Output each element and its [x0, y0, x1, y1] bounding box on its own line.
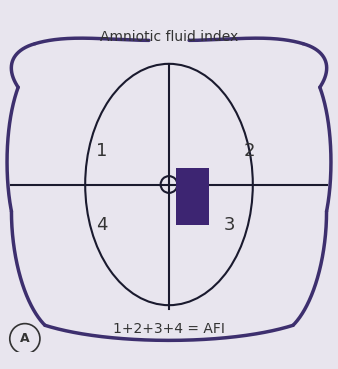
Text: 4: 4	[96, 216, 108, 234]
Text: 1+2+3+4 = AFI: 1+2+3+4 = AFI	[113, 322, 225, 336]
Text: 1: 1	[96, 142, 107, 160]
Bar	[176, 168, 209, 225]
Text: A: A	[20, 332, 30, 345]
Text: Amniotic fluid index: Amniotic fluid index	[100, 30, 238, 44]
Text: 2: 2	[244, 142, 255, 160]
Text: 3: 3	[224, 216, 235, 234]
